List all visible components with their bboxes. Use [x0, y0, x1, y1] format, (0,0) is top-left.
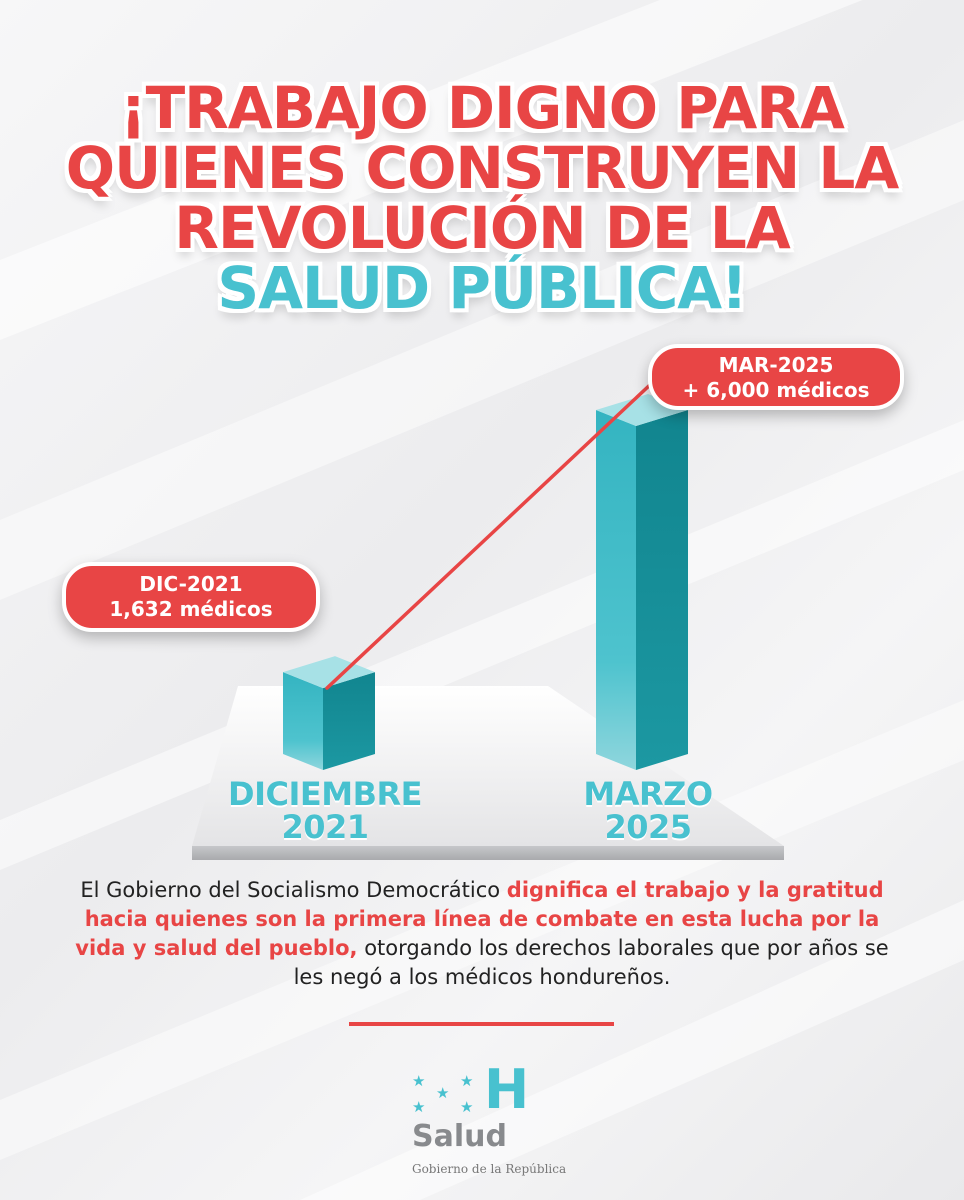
headline-line-4: SALUD PÚBLICA!: [217, 254, 747, 322]
bar-marzo-2025: [596, 394, 688, 770]
headline: ¡TRABAJO DIGNO PARA QUIENES CONSTRUYEN L…: [0, 78, 964, 318]
headline-line-2: QUIENES CONSTRUYEN LA: [65, 134, 899, 202]
callout-dic-2021: DIC-2021 1,632 médicos: [62, 562, 320, 632]
callout-dic-2021-value: 1,632 médicos: [109, 597, 273, 621]
bar-diciembre-2021: [283, 656, 375, 770]
bar-diciembre-2021-front-face: [283, 672, 323, 770]
callout-mar-2025: MAR-2025 + 6,000 médicos: [648, 344, 904, 410]
category-label-2025-line-2: 2025: [604, 808, 692, 846]
bar-diciembre-2021-side-face: [323, 672, 375, 770]
five-stars-icon: ★ ★ ★ ★ ★: [412, 1072, 474, 1116]
category-label-2021-line-1: DICIEMBRE: [228, 775, 422, 813]
headline-line-1: ¡TRABAJO DIGNO PARA: [120, 74, 845, 142]
callout-mar-2025-date: MAR-2025: [718, 353, 834, 377]
trend-line: [325, 381, 654, 690]
bar-marzo-2025-front-face: [596, 410, 636, 770]
headline-line-3: REVOLUCIÓN DE LA: [174, 194, 790, 262]
category-label-2021: DICIEMBRE 2021: [205, 778, 445, 844]
category-label-2025: MARZO 2025: [548, 778, 748, 844]
logo-subtitle: Gobierno de la República: [412, 1162, 567, 1176]
category-label-2021-line-2: 2021: [281, 808, 369, 846]
salud-logo: ★ ★ ★ ★ ★ H Salud Gobierno de la Repúbli…: [410, 1060, 566, 1180]
body-text-highlight: dignifica el trabajo y la gratitud hacia…: [75, 878, 884, 960]
category-label-2025-line-1: MARZO: [583, 775, 713, 813]
body-text-outro: otorgando los derechos laborales que por…: [293, 936, 889, 989]
logo-h-letter: H: [484, 1058, 530, 1121]
red-divider: [349, 1022, 614, 1026]
body-paragraph: El Gobierno del Socialismo Democrático d…: [60, 876, 904, 992]
callout-mar-2025-value: + 6,000 médicos: [682, 378, 870, 402]
bar-marzo-2025-side-face: [636, 410, 688, 770]
logo-wordmark: Salud: [412, 1119, 507, 1154]
callout-dic-2021-date: DIC-2021: [139, 572, 243, 596]
body-text-intro: El Gobierno del Socialismo Democrático: [80, 878, 507, 902]
